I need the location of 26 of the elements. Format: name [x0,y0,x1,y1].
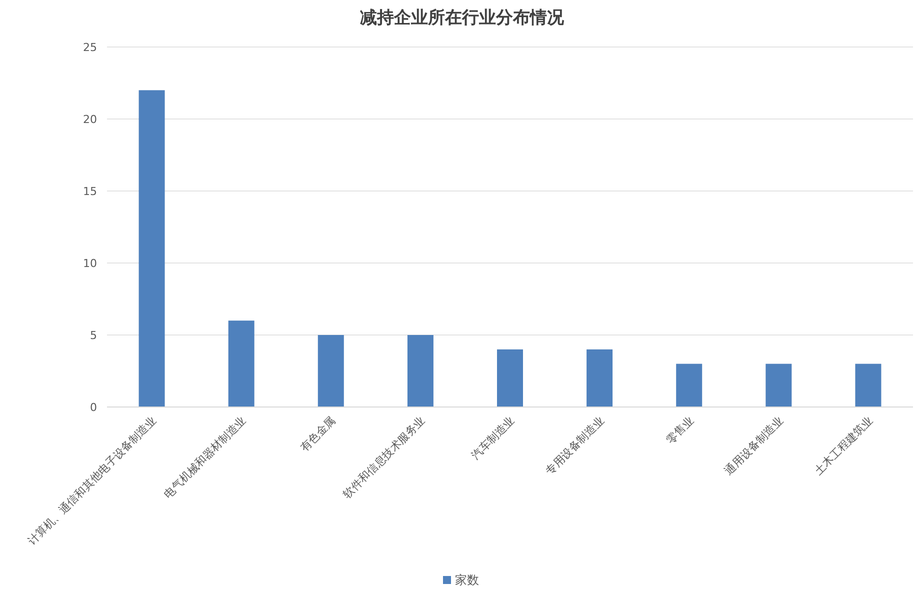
chart-title: 减持企业所在行业分布情况 [360,8,565,28]
x-tick-label: 软件和信息技术服务业 [340,414,428,501]
y-tick-label: 15 [83,185,97,198]
bar [318,335,344,407]
x-tick-label: 零售业 [664,414,696,446]
bar [676,364,702,407]
bar [855,364,882,407]
x-tick-label: 计算机、通信和其他电子设备制造业 [25,414,159,548]
bar [497,349,523,407]
y-tick-label: 5 [90,329,97,342]
x-tick-label: 专用设备制造业 [543,414,607,478]
x-tick-label: 土木工程建筑业 [812,414,876,478]
y-tick-label: 10 [83,257,97,270]
x-tick-label: 汽车制造业 [469,414,518,462]
x-tick-label: 通用设备制造业 [722,414,786,478]
legend-label: 家数 [455,573,479,587]
x-tick-label: 电气机械和器材制造业 [161,414,248,501]
bar [407,335,434,407]
bar [586,349,613,407]
x-tick-label: 有色金属 [298,414,338,454]
y-tick-label: 0 [90,401,97,414]
y-tick-label: 25 [83,41,97,54]
bar [766,364,792,407]
y-tick-label: 20 [83,113,97,126]
bar [138,90,165,407]
bar [228,320,254,407]
